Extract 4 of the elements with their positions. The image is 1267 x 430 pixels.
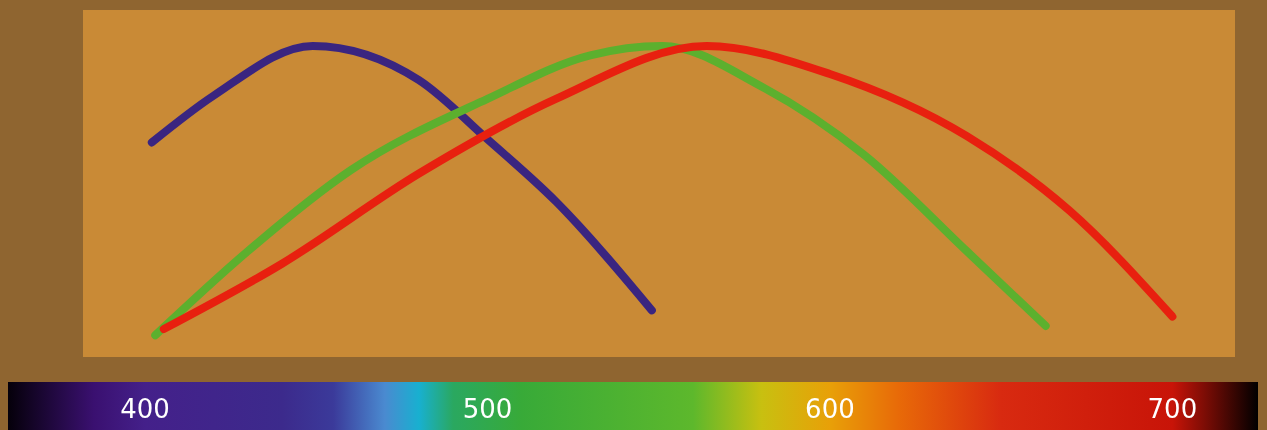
- x-tick-label: 500: [462, 394, 513, 424]
- x-tick-label: 700: [1147, 394, 1198, 424]
- x-tick-label: 400: [120, 394, 170, 424]
- x-tick-label: 600: [805, 394, 855, 424]
